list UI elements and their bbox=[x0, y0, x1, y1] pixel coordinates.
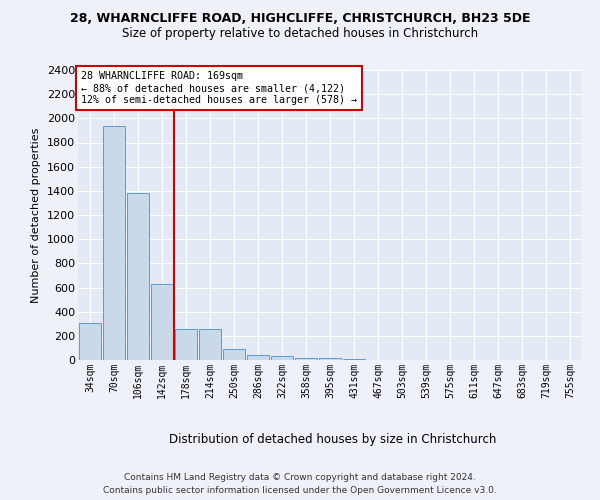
Text: Contains public sector information licensed under the Open Government Licence v3: Contains public sector information licen… bbox=[103, 486, 497, 495]
Bar bbox=[223, 349, 245, 360]
Bar bbox=[319, 358, 341, 360]
Bar bbox=[175, 328, 197, 360]
Bar bbox=[271, 356, 293, 360]
Text: Size of property relative to detached houses in Christchurch: Size of property relative to detached ho… bbox=[122, 28, 478, 40]
Bar bbox=[199, 328, 221, 360]
Y-axis label: Number of detached properties: Number of detached properties bbox=[31, 128, 41, 302]
Bar bbox=[127, 193, 149, 360]
Bar bbox=[151, 284, 173, 360]
Bar bbox=[247, 354, 269, 360]
Text: Contains HM Land Registry data © Crown copyright and database right 2024.: Contains HM Land Registry data © Crown c… bbox=[124, 472, 476, 482]
Text: 28 WHARNCLIFFE ROAD: 169sqm
← 88% of detached houses are smaller (4,122)
12% of : 28 WHARNCLIFFE ROAD: 169sqm ← 88% of det… bbox=[80, 72, 356, 104]
Text: 28, WHARNCLIFFE ROAD, HIGHCLIFFE, CHRISTCHURCH, BH23 5DE: 28, WHARNCLIFFE ROAD, HIGHCLIFFE, CHRIST… bbox=[70, 12, 530, 26]
Bar bbox=[295, 358, 317, 360]
Text: Distribution of detached houses by size in Christchurch: Distribution of detached houses by size … bbox=[169, 432, 497, 446]
Bar bbox=[79, 322, 101, 360]
Bar bbox=[103, 126, 125, 360]
